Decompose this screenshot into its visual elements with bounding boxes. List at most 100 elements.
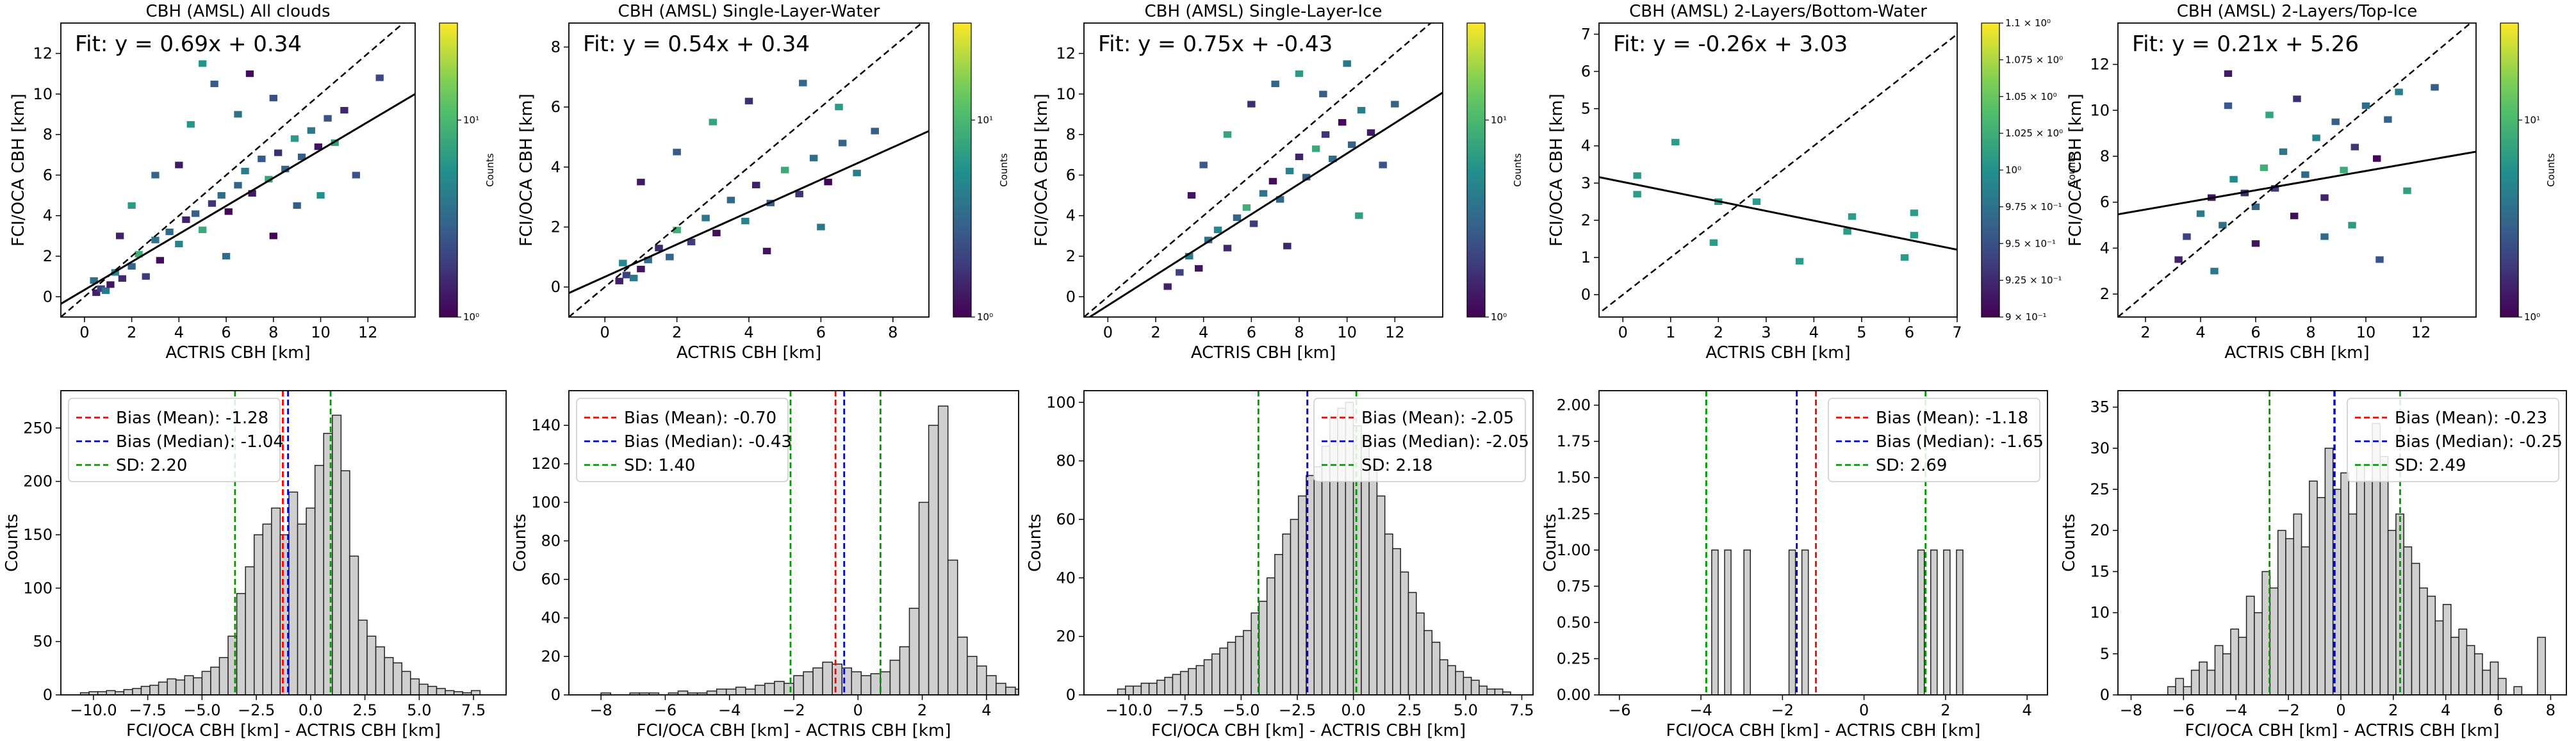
histogram-bar xyxy=(937,405,949,695)
x-tick-label: 2.5 xyxy=(1397,701,1422,719)
histogram-bar xyxy=(2324,448,2334,695)
one-to-one-line xyxy=(2118,23,2472,317)
x-tick-label: 2 xyxy=(1940,701,1950,719)
histogram-bar xyxy=(1321,446,1331,695)
hist2d-cell xyxy=(1285,167,1294,175)
y-tick-label: 0 xyxy=(551,278,561,296)
y-tick-label: 2 xyxy=(43,247,53,265)
chart-title: CBH (AMSL) Single-Layer-Ice xyxy=(1144,2,1382,21)
hist2d-cell xyxy=(2395,88,2403,95)
histogram-bar xyxy=(956,637,968,695)
hist2d-cell xyxy=(2320,233,2329,240)
histogram-bar xyxy=(167,678,177,695)
scatter-panel: 0 1 2 3 4 5 6 7 0 1 2 3 4 5 6 7 ACTRIS CBH [km] FCI/OCA C… xyxy=(1547,2,2078,362)
histogram-bar xyxy=(445,690,455,695)
y-tick-label: 20 xyxy=(2090,521,2110,539)
hist2d-cell xyxy=(156,257,164,264)
x-tick-label: −2 xyxy=(2277,701,2299,719)
y-axis-label: FCI/OCA CBH [km] xyxy=(517,94,536,247)
hist-panel: −8 −6 −4 −2 0 2 4 6 8 0 5 10 15 20 25 30 35 FCI/OCA CBH [… xyxy=(2060,390,2567,740)
hist2d-cell xyxy=(1223,245,1232,252)
hist2d-cell xyxy=(780,167,789,174)
x-tick-label: 1 xyxy=(1666,323,1675,341)
hist2d-cell xyxy=(644,256,652,264)
hist2d-cell xyxy=(165,228,174,236)
histogram-bar xyxy=(1258,601,1268,695)
colorbar-label: Counts xyxy=(484,153,496,187)
histogram-bar xyxy=(2537,637,2547,695)
chart-title: CBH (AMSL) Single-Layer-Water xyxy=(618,2,880,21)
histogram-bar xyxy=(889,660,901,695)
colorbar-tick-label: 10¹ xyxy=(463,114,479,126)
histogram-bar xyxy=(880,671,891,695)
y-tick-label: 8 xyxy=(551,38,561,56)
legend-label: SD: 2.20 xyxy=(116,456,187,475)
y-tick-label: 40 xyxy=(541,609,561,627)
x-tick-label: −10.0 xyxy=(1105,701,1153,719)
colorbar xyxy=(2500,22,2519,318)
histogram-bar xyxy=(2442,604,2452,695)
y-tick-label: 0.50 xyxy=(1557,614,1591,631)
histogram-bar xyxy=(677,690,689,695)
hist2d-cell xyxy=(1283,243,1292,250)
histogram-bar xyxy=(1164,676,1174,695)
x-tick-label: 6 xyxy=(1905,323,1914,341)
histogram-bar xyxy=(418,683,429,695)
x-tick-label: 6 xyxy=(221,323,231,341)
hist2d-cell xyxy=(127,202,136,209)
scatter-panel: 0 2 4 6 8 0 2 4 6 8 ACTRIS CBH [km] FCI/OCA CBH [km… xyxy=(517,2,1010,362)
scatter-panel: 0 2 4 6 8 10 12 0 2 4 6 8 10 12 ACTRIS CBH [km] FCI/OCA… xyxy=(1032,2,1523,362)
colorbar-tick-label: 10¹ xyxy=(2524,114,2540,126)
one-to-one-line xyxy=(1084,23,1432,317)
hist2d-cell xyxy=(1910,209,1919,216)
x-tick-label: 0 xyxy=(2336,701,2345,719)
x-tick-label: −5.0 xyxy=(1222,701,1259,719)
y-tick-label: 3 xyxy=(1581,174,1591,192)
hist2d-cell xyxy=(838,140,847,147)
x-tick-label: 2 xyxy=(2388,701,2398,719)
hist2d-cell xyxy=(2361,102,2370,110)
plot-frame xyxy=(1598,22,1958,318)
histogram-bar xyxy=(1025,691,1035,695)
histogram-bar xyxy=(140,685,151,695)
histogram-bar xyxy=(1035,693,1044,695)
y-tick-label: 0.75 xyxy=(1557,577,1591,595)
y-tick-label: 0 xyxy=(43,686,53,704)
y-tick-label: 2 xyxy=(1066,247,1076,265)
histogram-bar xyxy=(2434,620,2444,695)
histogram-bar xyxy=(2395,513,2404,695)
histogram-bar xyxy=(236,592,246,695)
histogram-bar xyxy=(210,666,220,695)
plot-frame xyxy=(2117,390,2567,696)
hist2d-cell xyxy=(186,121,195,128)
hist2d-cell xyxy=(1233,214,1242,221)
histogram-bar xyxy=(1133,685,1142,695)
colorbar-tick-label: 10¹ xyxy=(1491,114,1507,126)
hist2d-cell xyxy=(340,107,349,114)
histogram-bar xyxy=(899,646,910,695)
plot-frame xyxy=(1083,22,1443,318)
histogram-bar xyxy=(1195,665,1205,695)
hist2d-cell xyxy=(1247,101,1256,108)
x-tick-label: 2 xyxy=(1714,323,1723,341)
x-tick-label: 4 xyxy=(1199,323,1208,341)
histogram-bar xyxy=(2285,538,2295,695)
histogram-bar xyxy=(184,675,194,695)
histogram-bar xyxy=(764,683,775,695)
hist2d-cell xyxy=(1347,141,1356,149)
one-to-one-line xyxy=(1599,33,1957,314)
hist2d-cell xyxy=(687,238,696,246)
y-tick-label: 60 xyxy=(541,571,561,589)
hist2d-cell xyxy=(1194,265,1203,272)
colorbar xyxy=(953,22,972,318)
histogram-bar xyxy=(297,523,307,695)
y-tick-label: 40 xyxy=(1056,569,1076,587)
x-tick-label: 5.0 xyxy=(1454,701,1478,719)
hist2d-cell xyxy=(248,190,256,197)
histogram-bar xyxy=(2293,513,2302,695)
hist-panel: −10.0 −7.5 −5.0 −2.5 0.0 2.5 5.0 7.5 0 50 100 150 20… xyxy=(3,390,507,740)
plot-area xyxy=(1705,391,1964,695)
histogram-bar xyxy=(2277,530,2286,695)
legend: Bias (Mean): -1.18 Bias (Median): -1.65 SD… xyxy=(1828,398,2044,482)
histogram-bar xyxy=(918,501,930,695)
